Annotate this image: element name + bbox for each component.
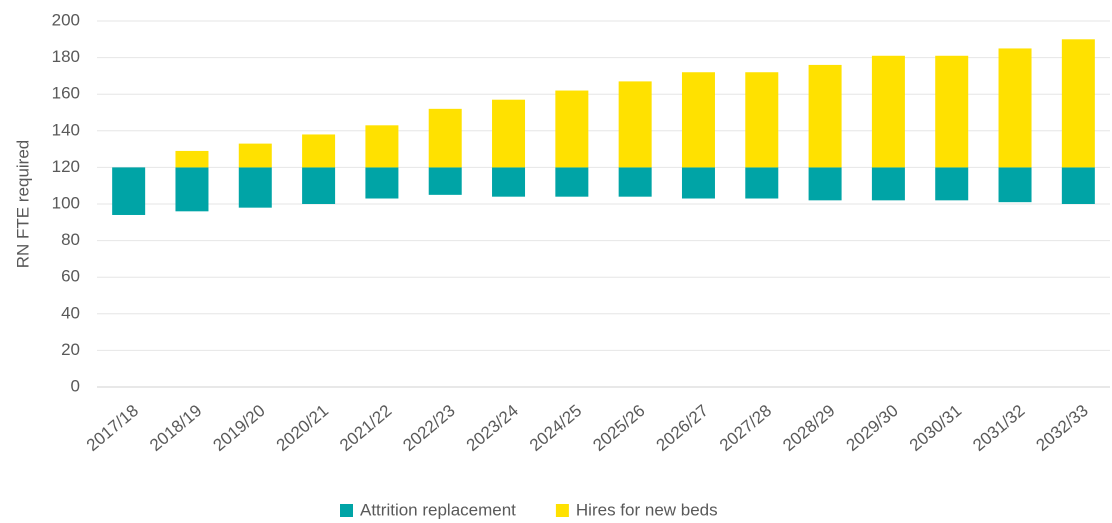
legend-swatch <box>555 504 569 517</box>
x-tick-label: 2021/22 <box>336 401 395 455</box>
y-tick-label: 120 <box>52 157 80 176</box>
x-tick-label: 2032/33 <box>1033 401 1092 455</box>
y-tick-label: 20 <box>61 340 80 359</box>
x-tick-label: 2024/25 <box>526 401 585 455</box>
bar-segment <box>935 167 969 201</box>
y-tick-label: 0 <box>71 376 80 395</box>
x-tick-label: 2029/30 <box>843 401 902 455</box>
bar-segment <box>555 167 589 197</box>
x-tick-label: 2030/31 <box>906 401 965 455</box>
bar-segment <box>871 167 905 201</box>
y-tick-label: 60 <box>61 267 80 286</box>
x-tick-label: 2019/20 <box>209 401 268 455</box>
bar-segment <box>998 167 1032 203</box>
bar-segment <box>365 125 399 168</box>
bar-segment <box>365 167 399 199</box>
bar-segment <box>681 167 715 199</box>
bar-segment <box>555 90 589 168</box>
y-tick-label: 140 <box>52 120 80 139</box>
x-tick-label: 2026/27 <box>653 401 712 455</box>
bar-segment <box>238 167 272 208</box>
x-tick-label: 2017/18 <box>83 401 142 455</box>
legend-swatch <box>340 504 353 517</box>
x-tick-label: 2020/21 <box>273 401 332 455</box>
bar-segment <box>1061 39 1095 168</box>
bar-segment <box>492 167 526 197</box>
bar-segment <box>871 55 905 168</box>
x-tick-label: 2028/29 <box>779 401 838 455</box>
y-axis-title: RN FTE required <box>13 140 32 268</box>
bar-segment <box>998 48 1032 168</box>
bar-segment <box>745 72 779 168</box>
bar-segment <box>428 167 462 195</box>
y-tick-label: 200 <box>52 10 80 29</box>
bar-segment <box>302 134 336 168</box>
bar-segment <box>745 167 779 199</box>
bar-segment <box>808 64 842 168</box>
x-tick-label: 2027/28 <box>716 401 775 455</box>
x-tick-label: 2025/26 <box>589 401 648 455</box>
bar-segment <box>1061 167 1095 204</box>
x-tick-label: 2022/23 <box>399 401 458 455</box>
x-tick-label: 2023/24 <box>463 401 522 455</box>
bar-segment <box>681 72 715 168</box>
bar-segment <box>492 99 526 168</box>
y-tick-label: 180 <box>52 47 80 66</box>
bar-segment <box>175 167 209 212</box>
x-tick-label: 2018/19 <box>146 401 205 455</box>
y-tick-label: 40 <box>61 303 80 322</box>
bar-segment <box>175 150 209 168</box>
y-tick-label: 100 <box>52 193 80 212</box>
bar-segment <box>112 167 146 215</box>
bar-segment <box>428 108 462 168</box>
legend-label: Attrition replacement <box>360 500 516 519</box>
y-tick-label: 80 <box>61 230 80 249</box>
y-tick-label: 160 <box>52 84 80 103</box>
bar-segment <box>238 143 272 168</box>
bar-segment <box>618 167 652 197</box>
x-tick-label: 2031/32 <box>969 401 1028 455</box>
legend-label: Hires for new beds <box>576 500 718 519</box>
bar-segment <box>935 55 969 168</box>
bar-segment <box>302 167 336 204</box>
bar-segment <box>808 167 842 201</box>
bar-segment <box>618 81 652 168</box>
